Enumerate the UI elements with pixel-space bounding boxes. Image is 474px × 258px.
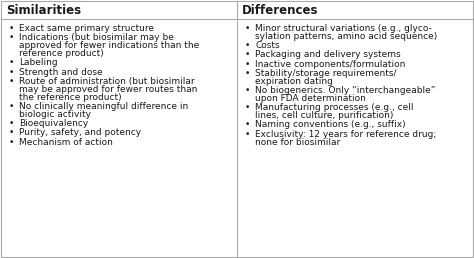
Text: the reference product): the reference product) xyxy=(19,93,122,102)
Text: biologic activity: biologic activity xyxy=(19,110,91,119)
Text: Minor structural variations (e.g., glyco-: Minor structural variations (e.g., glyco… xyxy=(255,24,432,33)
Text: •: • xyxy=(245,50,250,59)
Text: •: • xyxy=(9,24,14,33)
Text: •: • xyxy=(9,58,14,67)
Text: Inactive components/formulation: Inactive components/formulation xyxy=(255,60,405,69)
Text: •: • xyxy=(245,60,250,69)
Text: No biogenerics. Only “interchangeable”: No biogenerics. Only “interchangeable” xyxy=(255,86,436,95)
Text: Indications (but biosimilar may be: Indications (but biosimilar may be xyxy=(19,33,174,42)
Text: Strength and dose: Strength and dose xyxy=(19,68,103,77)
Text: Similarities: Similarities xyxy=(6,4,81,17)
Text: expiration dating: expiration dating xyxy=(255,77,333,86)
Text: Manufacturing processes (e.g., cell: Manufacturing processes (e.g., cell xyxy=(255,103,413,112)
Text: No clinically meaningful difference in: No clinically meaningful difference in xyxy=(19,102,188,111)
Text: •: • xyxy=(9,119,14,128)
Text: upon FDA determination: upon FDA determination xyxy=(255,94,366,103)
Text: sylation patterns, amino acid sequence): sylation patterns, amino acid sequence) xyxy=(255,32,437,41)
Text: •: • xyxy=(245,120,250,130)
Text: Labeling: Labeling xyxy=(19,58,58,67)
Text: approved for fewer indications than the: approved for fewer indications than the xyxy=(19,41,199,50)
Text: Differences: Differences xyxy=(242,4,319,17)
Text: •: • xyxy=(9,77,14,86)
Text: reference product): reference product) xyxy=(19,49,104,58)
Text: •: • xyxy=(9,33,14,42)
Text: •: • xyxy=(245,130,250,139)
Text: •: • xyxy=(245,86,250,95)
Text: •: • xyxy=(9,138,14,147)
Text: Purity, safety, and potency: Purity, safety, and potency xyxy=(19,128,141,138)
Text: Route of administration (but biosimilar: Route of administration (but biosimilar xyxy=(19,77,195,86)
Text: Bioequivalency: Bioequivalency xyxy=(19,119,88,128)
Text: Exact same primary structure: Exact same primary structure xyxy=(19,24,154,33)
Text: •: • xyxy=(9,128,14,138)
Text: Stability/storage requirements/: Stability/storage requirements/ xyxy=(255,69,396,78)
Text: Packaging and delivery systems: Packaging and delivery systems xyxy=(255,50,401,59)
Text: •: • xyxy=(245,41,250,50)
Text: none for biosimilar: none for biosimilar xyxy=(255,138,340,147)
Text: Naming conventions (e.g., suffix): Naming conventions (e.g., suffix) xyxy=(255,120,406,130)
Text: Costs: Costs xyxy=(255,41,280,50)
Text: Exclusivity: 12 years for reference drug;: Exclusivity: 12 years for reference drug… xyxy=(255,130,436,139)
Text: lines, cell culture, purification): lines, cell culture, purification) xyxy=(255,111,393,120)
Text: •: • xyxy=(245,103,250,112)
Text: •: • xyxy=(9,68,14,77)
Text: may be approved for fewer routes than: may be approved for fewer routes than xyxy=(19,85,197,94)
Text: •: • xyxy=(245,69,250,78)
Text: Mechanism of action: Mechanism of action xyxy=(19,138,113,147)
Text: •: • xyxy=(245,24,250,33)
Text: •: • xyxy=(9,102,14,111)
